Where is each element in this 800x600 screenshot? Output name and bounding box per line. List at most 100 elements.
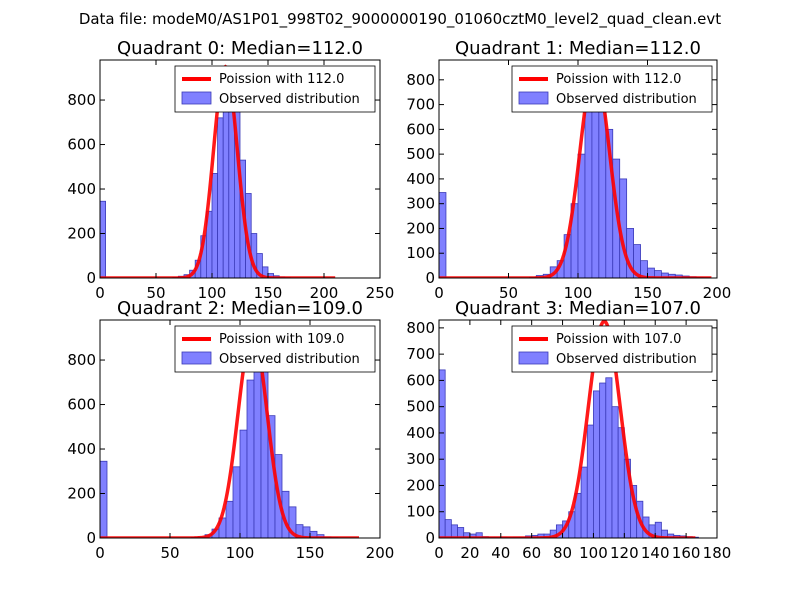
x-tick-label: 0: [95, 544, 105, 562]
y-tick-label: 400: [67, 440, 96, 458]
histogram-bar: [232, 466, 241, 538]
legend-label-poisson: Poission with 107.0: [556, 332, 681, 347]
histogram-bar: [444, 519, 452, 538]
legend-label-observed: Observed distribution: [556, 352, 697, 367]
histogram-bar: [246, 379, 255, 538]
chart-title: Quadrant 0: Median=112.0: [117, 38, 363, 59]
histogram-bar: [580, 466, 588, 538]
y-tick-label: 0: [425, 529, 435, 547]
histogram-bar: [611, 406, 619, 538]
legend-label-poisson: Poission with 109.0: [219, 332, 344, 347]
legend-bar-swatch: [181, 351, 212, 365]
y-tick-label: 800: [67, 91, 96, 109]
y-tick-label: 100: [406, 503, 435, 521]
x-tick-label: 0: [95, 284, 105, 302]
y-tick-label: 700: [406, 345, 435, 363]
x-tick-label: 100: [579, 544, 608, 562]
x-tick-label: 180: [703, 544, 732, 562]
x-tick-label: 50: [160, 544, 179, 562]
histogram-bar: [439, 192, 447, 278]
legend: Poission with 112.0 Observed distribution: [174, 65, 376, 113]
legend-label-observed: Observed distribution: [556, 92, 697, 107]
x-tick-label: 100: [226, 544, 255, 562]
y-tick-label: 300: [406, 195, 435, 213]
y-tick-label: 800: [67, 351, 96, 369]
x-tick-label: 100: [564, 284, 593, 302]
poisson-curve: [439, 320, 696, 538]
histogram-bar: [211, 173, 218, 278]
x-tick-label: 0: [434, 544, 444, 562]
x-tick-label: 250: [366, 284, 395, 302]
histogram-bar: [475, 532, 483, 538]
y-tick-label: 500: [406, 398, 435, 416]
x-tick-label: 150: [633, 284, 662, 302]
x-tick-label: 50: [499, 284, 518, 302]
legend-bar-swatch: [518, 351, 549, 365]
chart-q2: Quadrant 2: Median=109.0 0 50 100 150 200 0 200…: [67, 298, 394, 562]
x-tick-label: 100: [198, 284, 227, 302]
x-tick-label: 150: [296, 544, 325, 562]
y-tick-label: 400: [406, 424, 435, 442]
y-tick-label: 500: [406, 145, 435, 163]
x-tick-label: 20: [460, 544, 479, 562]
x-tick-label: 80: [553, 544, 572, 562]
y-tick-label: 0: [425, 269, 435, 287]
legend: Poission with 112.0 Observed distribution: [511, 65, 713, 113]
x-tick-label: 50: [146, 284, 165, 302]
x-tick-label: 160: [672, 544, 701, 562]
x-tick-label: 200: [310, 284, 339, 302]
x-tick-label: 40: [491, 544, 510, 562]
histogram-bar: [599, 382, 607, 538]
plot-area: [100, 64, 336, 278]
chart-title: Quadrant 2: Median=109.0: [117, 298, 363, 319]
legend-bar-swatch: [181, 91, 212, 105]
poisson-curve: [439, 66, 712, 278]
chart-q3: Quadrant 3: Median=107.00 20 40 60 80 100 120 1…: [406, 298, 731, 562]
plot-area: [439, 66, 712, 278]
chart-q0: Quadrant 0: Median=112.0 0 50 100 150 200 250 0…: [67, 38, 394, 302]
legend-label-observed: Observed distribution: [219, 92, 360, 107]
y-tick-label: 0: [86, 269, 96, 287]
y-tick-label: 800: [406, 319, 435, 337]
y-tick-label: 400: [406, 170, 435, 188]
legend: Poission with 107.0 Observed distribution: [511, 325, 713, 373]
legend-label-observed: Observed distribution: [219, 352, 360, 367]
chart-title: Quadrant 3: Median=107.0: [455, 298, 701, 319]
y-tick-label: 200: [67, 485, 96, 503]
histogram-bar: [217, 117, 224, 278]
y-tick-label: 600: [406, 371, 435, 389]
figure-suptitle: Data file: modeM0/AS1P01_998T02_90000001…: [79, 10, 721, 29]
legend-bar-swatch: [518, 91, 549, 105]
x-tick-label: 150: [254, 284, 283, 302]
histogram-bar: [584, 106, 593, 278]
axes-frame: [438, 319, 718, 539]
y-tick-label: 800: [406, 71, 435, 89]
x-tick-label: 140: [641, 544, 670, 562]
x-tick-label: 120: [610, 544, 639, 562]
y-tick-label: 700: [406, 96, 435, 114]
y-tick-label: 0: [86, 529, 96, 547]
x-tick-label: 200: [703, 284, 732, 302]
legend-label-poisson: Poission with 112.0: [556, 72, 681, 87]
histogram-bar: [593, 390, 601, 538]
axes-frame: [99, 59, 381, 279]
histogram-bar: [586, 424, 594, 538]
chart-title: Quadrant 1: Median=112.0: [455, 38, 701, 59]
legend-label-poisson: Poission with 112.0: [219, 72, 344, 87]
y-tick-label: 300: [406, 450, 435, 468]
y-tick-label: 600: [67, 136, 96, 154]
y-tick-label: 200: [67, 225, 96, 243]
histogram-bar: [100, 460, 108, 538]
y-tick-label: 200: [406, 219, 435, 237]
y-tick-label: 600: [406, 120, 435, 138]
histogram-bar: [100, 200, 106, 278]
histogram-bar: [253, 350, 262, 538]
histogram-bar: [605, 377, 613, 538]
chart-q1: Quadrant 1: Median=112.0 0 50 100 150 200 0 100…: [406, 38, 731, 302]
histogram-bar: [239, 429, 248, 538]
histogram-bar: [225, 500, 234, 538]
y-tick-label: 200: [406, 476, 435, 494]
legend: Poission with 109.0 Observed distribution: [174, 325, 376, 373]
x-tick-label: 0: [434, 284, 444, 302]
x-tick-label: 200: [366, 544, 395, 562]
